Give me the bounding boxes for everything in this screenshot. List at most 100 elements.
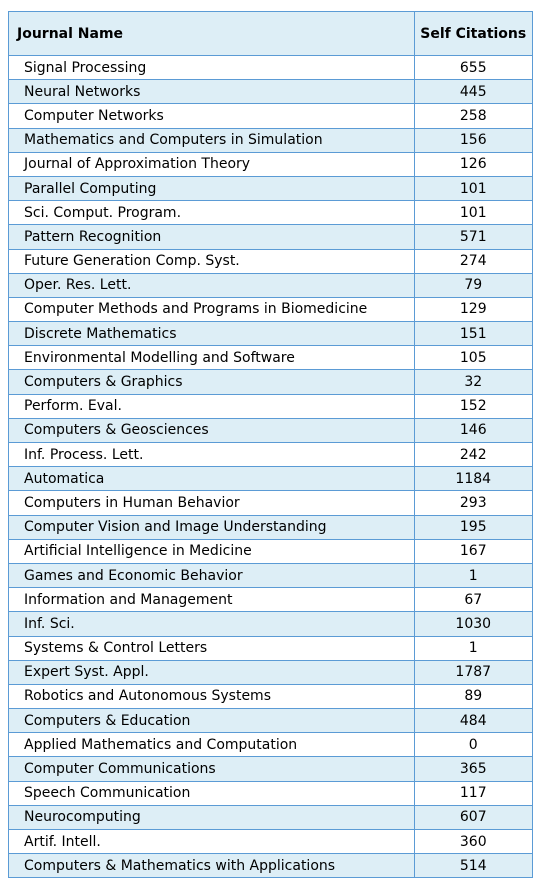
self-citations-cell: 156	[413, 127, 533, 153]
table-row: Computers & Graphics 32	[8, 369, 533, 395]
self-citations-cell: 101	[413, 175, 533, 202]
table-row: Systems & Control Letters 1	[8, 635, 533, 661]
table-row: Mathematics and Computers in Simulation 1…	[8, 127, 533, 153]
table-row: Computers & Geosciences 146	[8, 417, 533, 444]
self-citations-cell: 89	[413, 683, 533, 710]
journal-name-cell: Computer Vision and Image Understanding	[8, 514, 415, 540]
journal-name-cell: Sci. Comput. Program.	[8, 200, 415, 226]
table-row: Oper. Res. Lett. 79	[8, 272, 533, 298]
table-row: Computer Networks 258	[8, 103, 533, 129]
table-row: Speech Communication 117	[8, 780, 533, 806]
journal-name-cell: Robotics and Autonomous Systems	[8, 683, 415, 710]
self-citations-cell: 151	[413, 321, 533, 347]
self-citations-cell: 32	[413, 369, 533, 395]
table-row: Discrete Mathematics 151	[8, 321, 533, 347]
journal-name-cell: Computers & Geosciences	[8, 417, 415, 444]
self-citations-cell: 0	[413, 732, 533, 758]
table-row: Information and Management 67	[8, 587, 533, 613]
self-citations-cell: 274	[413, 248, 533, 274]
self-citations-cell: 1	[413, 635, 533, 661]
table-row: Parallel Computing 101	[8, 175, 533, 202]
self-citations-cell: 105	[413, 345, 533, 371]
self-citations-cell: 514	[413, 853, 533, 879]
journal-name-cell: Oper. Res. Lett.	[8, 272, 415, 298]
self-citations-cell: 67	[413, 587, 533, 613]
table-header: Journal Name Self Citations	[8, 11, 533, 56]
journal-name-cell: Speech Communication	[8, 780, 415, 806]
table-row: Robotics and Autonomous Systems 89	[8, 683, 533, 710]
self-citations-cell: 484	[413, 708, 533, 734]
table-row: Computers & Education 484	[8, 708, 533, 734]
journal-name-cell: Computers & Education	[8, 708, 415, 734]
journal-name-cell: Environmental Modelling and Software	[8, 345, 415, 371]
table-row: Artificial Intelligence in Medicine 167	[8, 538, 533, 564]
journal-name-cell: Mathematics and Computers in Simulation	[8, 127, 415, 153]
table-row: Inf. Process. Lett. 242	[8, 441, 533, 468]
header-self-citations: Self Citations	[413, 11, 533, 56]
self-citations-cell: 360	[413, 828, 533, 855]
self-citations-cell: 1787	[413, 659, 533, 685]
journal-name-cell: Computers in Human Behavior	[8, 490, 415, 516]
table-row: Signal Processing 655	[8, 54, 533, 81]
journal-name-cell: Future Generation Comp. Syst.	[8, 248, 415, 274]
self-citations-cell: 655	[413, 54, 533, 81]
self-citations-cell: 293	[413, 490, 533, 516]
self-citations-cell: 167	[413, 538, 533, 564]
self-citations-table: Journal Name Self Citations Signal Proce…	[8, 11, 533, 879]
self-citations-cell: 152	[413, 393, 533, 419]
self-citations-cell: 101	[413, 200, 533, 226]
table-row: Artif. Intell. 360	[8, 828, 533, 855]
journal-name-cell: Expert Syst. Appl.	[8, 659, 415, 685]
journal-name-cell: Parallel Computing	[8, 175, 415, 202]
header-row: Journal Name Self Citations	[8, 11, 533, 56]
table-row: Journal of Approximation Theory 126	[8, 151, 533, 177]
table-row: Computers in Human Behavior 293	[8, 490, 533, 516]
self-citations-cell: 1184	[413, 466, 533, 492]
self-citations-cell: 195	[413, 514, 533, 540]
table-row: Computer Methods and Programs in Biomedi…	[8, 296, 533, 323]
self-citations-cell: 117	[413, 780, 533, 806]
table-row: Computer Vision and Image Understanding 1…	[8, 514, 533, 540]
table-row: Perform. Eval. 152	[8, 393, 533, 419]
journal-name-cell: Computers & Graphics	[8, 369, 415, 395]
self-citations-cell: 146	[413, 417, 533, 444]
table-body: Signal Processing 655 Neural Networks 445 Co…	[8, 54, 533, 879]
table-row: Future Generation Comp. Syst. 274	[8, 248, 533, 274]
self-citations-cell: 258	[413, 103, 533, 129]
journal-name-cell: Discrete Mathematics	[8, 321, 415, 347]
journal-name-cell: Perform. Eval.	[8, 393, 415, 419]
self-citations-cell: 1	[413, 562, 533, 589]
journal-name-cell: Artificial Intelligence in Medicine	[8, 538, 415, 564]
journal-name-cell: Games and Economic Behavior	[8, 562, 415, 589]
table-row: Applied Mathematics and Computation 0	[8, 732, 533, 758]
self-citations-cell: 79	[413, 272, 533, 298]
table-row: Inf. Sci. 1030	[8, 611, 533, 637]
self-citations-cell: 445	[413, 79, 533, 105]
table-container: Journal Name Self Citations Signal Proce…	[8, 11, 533, 879]
self-citations-cell: 607	[413, 804, 533, 831]
table-row: Neurocomputing 607	[8, 804, 533, 831]
self-citations-cell: 242	[413, 441, 533, 468]
journal-name-cell: Automatica	[8, 466, 415, 492]
journal-name-cell: Neural Networks	[8, 79, 415, 105]
self-citations-cell: 1030	[413, 611, 533, 637]
journal-name-cell: Inf. Sci.	[8, 611, 415, 637]
table-row: Pattern Recognition 571	[8, 224, 533, 250]
self-citations-cell: 126	[413, 151, 533, 177]
journal-name-cell: Inf. Process. Lett.	[8, 441, 415, 468]
journal-name-cell: Computer Networks	[8, 103, 415, 129]
table-row: Computer Communications 365	[8, 756, 533, 782]
table-row: Sci. Comput. Program. 101	[8, 200, 533, 226]
self-citations-cell: 129	[413, 296, 533, 323]
journal-name-cell: Systems & Control Letters	[8, 635, 415, 661]
header-journal-name: Journal Name	[8, 11, 415, 56]
journal-name-cell: Neurocomputing	[8, 804, 415, 831]
self-citations-cell: 365	[413, 756, 533, 782]
journal-name-cell: Artif. Intell.	[8, 828, 415, 855]
journal-name-cell: Computers & Mathematics with Application…	[8, 853, 415, 879]
journal-name-cell: Information and Management	[8, 587, 415, 613]
table-row: Neural Networks 445	[8, 79, 533, 105]
journal-name-cell: Signal Processing	[8, 54, 415, 81]
table-row: Automatica 1184	[8, 466, 533, 492]
self-citations-cell: 571	[413, 224, 533, 250]
